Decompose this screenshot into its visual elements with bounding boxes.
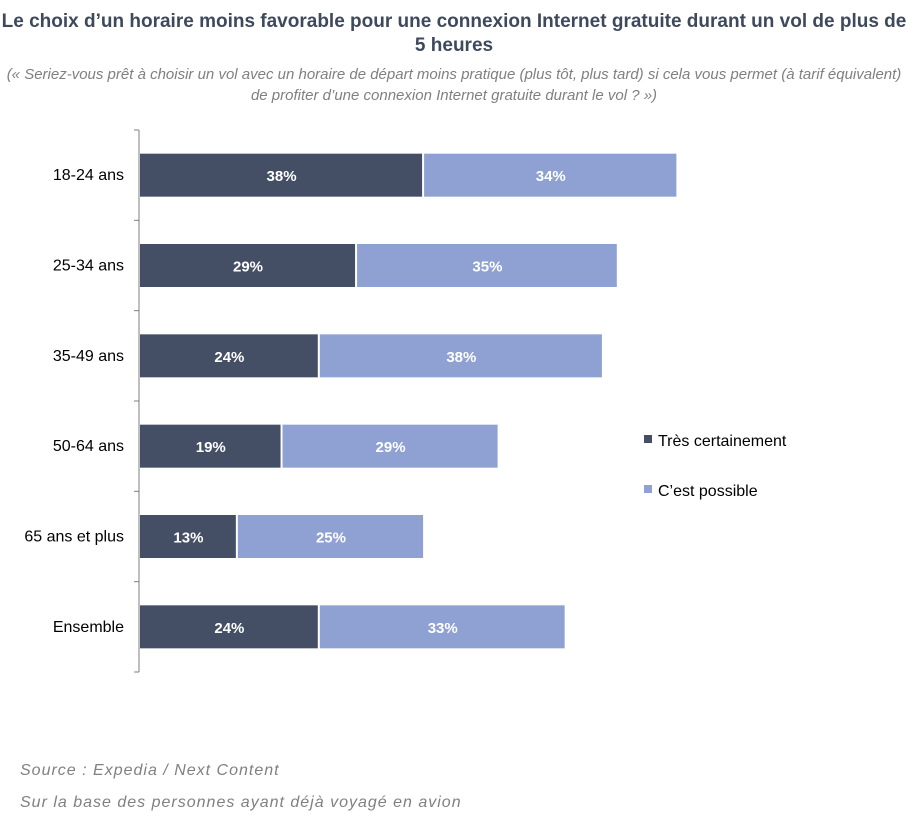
data-label: 35% [472,259,502,276]
data-label: 25% [316,530,346,547]
data-label: 24% [214,349,244,366]
data-label: 29% [233,259,263,276]
category-label: 65 ans et plus [24,529,124,546]
data-label: 29% [376,439,406,456]
bar-cest-possible [357,244,617,287]
category-label: 18-24 ans [53,167,124,184]
data-label: 38% [446,349,476,366]
data-label: 33% [428,620,458,637]
source-note: Source : Expedia / Next Content [20,762,280,779]
chart-title: Le choix d’un horaire moins favorable po… [1,11,907,56]
bar-tres-certainement [140,153,423,197]
legend-swatch [644,485,652,493]
category-label: 50-64 ans [53,438,124,455]
category-label: Ensemble [53,619,124,636]
chart-subtitle: (« Seriez-vous prêt à choisir un vol ave… [6,66,902,104]
bar-cest-possible [319,605,565,649]
bar-cest-possible [319,334,602,378]
bar-tres-certainement [140,605,318,649]
data-label: 13% [173,530,203,547]
bar-cest-possible [282,424,498,468]
data-label: 38% [267,168,297,185]
category-label: 35-49 ans [53,348,124,365]
legend-label: C’est possible [658,483,758,500]
data-label: 19% [196,439,226,456]
data-label: 24% [214,620,244,637]
bar-cest-possible [424,153,677,197]
bar-tres-certainement [140,244,356,287]
category-label: 25-34 ans [53,258,124,275]
sample-note: Sur la base des personnes ayant déjà voy… [20,794,462,811]
bar-tres-certainement [140,424,281,468]
legend-swatch [644,435,652,443]
data-label: 34% [536,168,566,185]
bar-cest-possible [237,515,424,558]
bar-tres-certainement [140,334,318,378]
legend-label: Très certainement [658,433,787,450]
bar-tres-certainement [140,515,236,558]
